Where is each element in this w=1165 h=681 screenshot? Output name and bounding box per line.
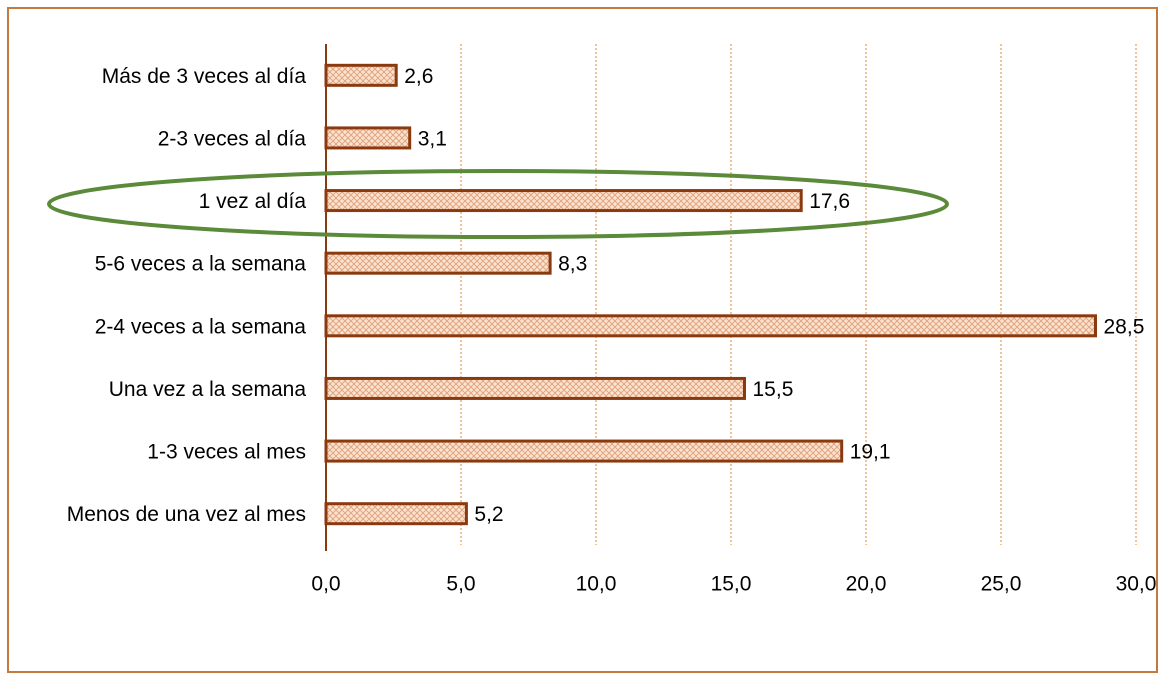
y-tick-label: 2-4 veces a la semana <box>95 315 307 338</box>
x-tick-label: 0,0 <box>311 573 340 596</box>
y-tick-label: Menos de una vez al mes <box>67 503 306 526</box>
highlight-ellipse <box>47 169 949 239</box>
data-label: 8,3 <box>558 253 587 276</box>
data-label: 19,1 <box>850 441 891 464</box>
x-tick-label: 5,0 <box>446 573 475 596</box>
bar <box>324 63 398 87</box>
bar <box>324 376 746 400</box>
x-tick-label: 10,0 <box>576 573 617 596</box>
x-tick-label: 15,0 <box>711 573 752 596</box>
x-tick-label: 30,0 <box>1116 573 1157 596</box>
bar <box>324 189 803 213</box>
data-label: 28,5 <box>1104 315 1145 338</box>
bars: Más de 3 veces al día 2,6 2-3 veces al día… <box>67 63 1145 526</box>
bar <box>324 439 844 463</box>
x-tick-label: 20,0 <box>846 573 887 596</box>
y-tick-label: 2-3 veces al día <box>158 127 307 150</box>
data-label: 15,5 <box>753 378 794 401</box>
y-tick-label: Más de 3 veces al día <box>102 65 307 88</box>
y-tick-label: 1-3 veces al mes <box>147 441 306 464</box>
data-label: 2,6 <box>404 65 433 88</box>
bar <box>324 314 1097 338</box>
bar <box>324 126 412 150</box>
x-tick-label: 25,0 <box>981 573 1022 596</box>
data-label: 3,1 <box>418 127 447 150</box>
y-tick-label: 5-6 veces a la semana <box>95 253 307 276</box>
y-tick-label: Una vez a la semana <box>109 378 307 401</box>
bar <box>324 502 468 526</box>
data-label: 5,2 <box>474 503 503 526</box>
chart-frame <box>7 7 1158 673</box>
data-label: 17,6 <box>809 190 850 213</box>
bar <box>324 251 552 275</box>
y-tick-label: 1 vez al día <box>199 190 307 213</box>
